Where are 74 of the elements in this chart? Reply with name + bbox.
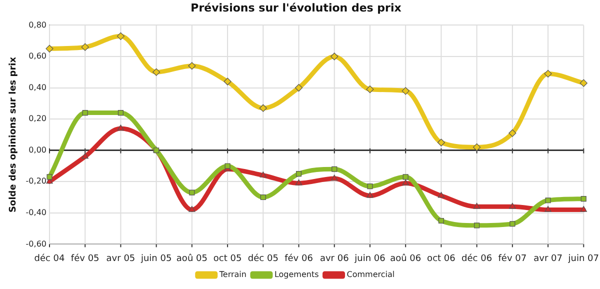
point bbox=[580, 196, 586, 202]
x-tick-label: aoû 06 bbox=[390, 252, 422, 264]
point bbox=[296, 171, 302, 177]
legend-label: Commercial bbox=[346, 270, 395, 280]
y-tick-label: 0,60 bbox=[28, 52, 46, 61]
point bbox=[81, 43, 89, 51]
y-tick-label: 0,80 bbox=[28, 20, 46, 30]
point bbox=[224, 78, 232, 86]
x-tick-label: juin 05 bbox=[140, 254, 172, 264]
legend-label: Terrain bbox=[218, 270, 246, 280]
point bbox=[82, 110, 88, 116]
x-tick-label: avr 07 bbox=[534, 254, 562, 264]
point bbox=[366, 86, 374, 94]
point bbox=[224, 163, 230, 169]
x-tick-label: déc 05 bbox=[248, 252, 278, 264]
point bbox=[117, 124, 124, 130]
point bbox=[544, 206, 552, 212]
point bbox=[332, 166, 338, 172]
point bbox=[402, 179, 409, 186]
x-tick-label: déc 04 bbox=[34, 252, 66, 264]
point bbox=[437, 138, 445, 146]
x-tick-label: fév 06 bbox=[284, 252, 314, 264]
point bbox=[367, 184, 373, 190]
point bbox=[188, 62, 196, 70]
x-tick-label: fév 07 bbox=[498, 252, 527, 264]
x-tick-label: juin 07 bbox=[567, 254, 600, 264]
point bbox=[188, 206, 196, 212]
point bbox=[260, 194, 266, 200]
point bbox=[259, 104, 267, 112]
point bbox=[508, 129, 516, 137]
point bbox=[473, 143, 481, 152]
x-tick-label: oct 06 bbox=[427, 254, 456, 264]
y-tick-label: -0,20 bbox=[26, 176, 46, 186]
point bbox=[580, 206, 587, 212]
point bbox=[189, 190, 195, 196]
point bbox=[46, 174, 52, 180]
point bbox=[116, 32, 125, 40]
x-tick-label: avr 05 bbox=[106, 254, 136, 264]
y-tick-label: 0,00 bbox=[28, 145, 46, 154]
point bbox=[474, 222, 480, 228]
x-tick-label: déc 06 bbox=[462, 252, 492, 264]
point bbox=[46, 44, 54, 52]
x-tick-label: oct 05 bbox=[213, 254, 242, 264]
point bbox=[438, 218, 444, 224]
y-tick-label: 0,40 bbox=[28, 82, 46, 92]
point bbox=[545, 198, 551, 204]
point bbox=[544, 70, 552, 78]
point bbox=[331, 174, 338, 181]
x-tick-label: avr 06 bbox=[320, 254, 350, 264]
point bbox=[295, 179, 302, 186]
chart-title: Prévisions sur l'évolution des prix bbox=[190, 1, 402, 14]
line-series bbox=[46, 124, 587, 212]
point bbox=[118, 110, 124, 116]
point bbox=[509, 202, 516, 209]
point bbox=[402, 174, 408, 180]
legend-label: Logements bbox=[274, 270, 319, 280]
point bbox=[438, 192, 445, 198]
point bbox=[402, 87, 410, 95]
point bbox=[510, 221, 516, 227]
point bbox=[366, 192, 374, 198]
point bbox=[580, 79, 588, 87]
point bbox=[330, 52, 338, 60]
y-tick-label: -0,40 bbox=[26, 208, 46, 217]
x-tick-label: aoû 05 bbox=[176, 252, 208, 264]
x-tick-label: fév 05 bbox=[70, 252, 100, 264]
y-tick-label: -0,60 bbox=[26, 239, 46, 248]
point bbox=[82, 152, 88, 159]
point bbox=[294, 84, 303, 92]
point bbox=[260, 172, 266, 178]
y-axis-title: Solde des opinions sur les prix bbox=[8, 56, 19, 212]
x-tick-label: juin 06 bbox=[354, 254, 386, 264]
y-tick-label: 0,20 bbox=[28, 114, 46, 124]
point bbox=[152, 68, 160, 76]
point bbox=[473, 202, 480, 209]
